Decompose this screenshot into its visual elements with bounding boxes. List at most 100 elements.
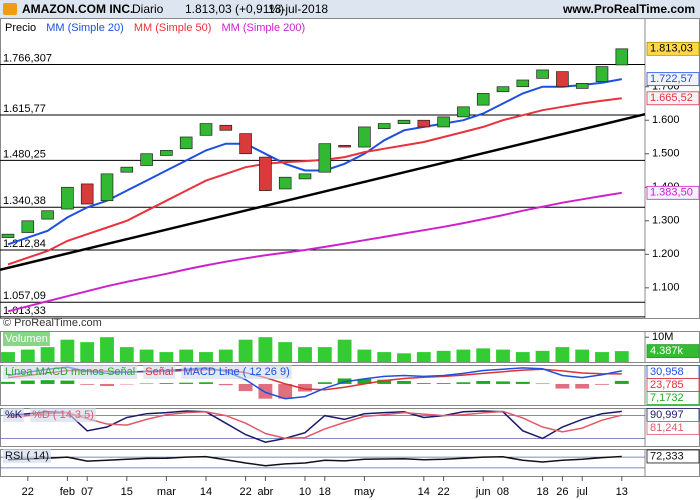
bar	[436, 383, 451, 384]
bar	[20, 380, 35, 384]
copyright: © ProRealTime.com	[3, 317, 102, 329]
bar	[40, 380, 55, 384]
bar	[298, 383, 312, 392]
value-box	[646, 344, 700, 359]
value-box-label: 1.383,50	[650, 187, 693, 199]
value-box	[646, 391, 700, 405]
panel-legend: MACD Line ( 12 26 9)	[183, 366, 289, 378]
candle	[160, 150, 173, 156]
candle	[41, 210, 54, 220]
bar	[60, 380, 75, 384]
value-box-label: 90,997	[650, 409, 684, 421]
candle	[61, 186, 74, 210]
panel-legend-bg	[143, 365, 176, 379]
panel-frame	[0, 18, 700, 319]
panel-legend-bg	[3, 365, 138, 379]
bar	[298, 347, 312, 362]
candle	[417, 119, 431, 128]
bar	[218, 383, 233, 386]
value-box-label: 4.387k	[650, 345, 684, 357]
panel-legend: RSI ( 14)	[5, 450, 49, 462]
value-box-label: 81,241	[650, 422, 684, 434]
candle	[239, 133, 252, 155]
bar	[139, 349, 154, 362]
x-tick-label: 22	[239, 486, 251, 498]
bar	[238, 339, 253, 362]
candle	[457, 106, 470, 118]
series-line	[7, 191, 622, 313]
candle	[219, 124, 233, 131]
x-tick-label: 15	[121, 486, 133, 498]
legend-item: MM (Simple 50)	[134, 22, 212, 34]
candle	[278, 176, 292, 190]
candle	[21, 220, 35, 233]
value-box-label: 23,785	[650, 379, 684, 391]
bar	[416, 352, 431, 362]
bar	[397, 353, 411, 362]
x-tick-label: jul	[576, 486, 588, 498]
site: www.ProRealTime.com	[562, 2, 695, 16]
bar	[476, 381, 491, 384]
panel-legend-bg	[181, 365, 292, 379]
bar	[20, 349, 35, 362]
value-box	[646, 449, 700, 464]
level-label: 1.013,33	[3, 305, 46, 317]
bar	[258, 383, 273, 399]
bar	[1, 381, 15, 384]
panel-title: Volumen	[5, 333, 48, 345]
bar	[100, 337, 114, 362]
bar	[278, 342, 293, 362]
bar	[535, 350, 550, 362]
x-tick-label: 13	[616, 486, 628, 498]
x-tick-label: 07	[81, 486, 93, 498]
bar	[218, 349, 233, 362]
bar	[80, 342, 95, 362]
candle	[259, 156, 272, 191]
bar	[317, 347, 332, 362]
header-bar	[0, 0, 700, 18]
x-tick-label: 14	[418, 486, 430, 498]
x-tick-label: feb	[60, 486, 75, 498]
candle	[120, 166, 134, 173]
bar	[436, 350, 451, 362]
candle	[80, 183, 94, 205]
value-box-label: 1.722,57	[650, 73, 693, 85]
bar	[496, 381, 510, 384]
panel-frame	[0, 449, 700, 477]
bar	[1, 352, 15, 362]
x-tick-label: 18	[536, 486, 548, 498]
panel-legend-bg	[3, 449, 52, 463]
candle	[595, 66, 609, 83]
x-tick-label: 26	[556, 486, 568, 498]
bar	[555, 383, 570, 389]
x-tick-label: 18	[319, 486, 331, 498]
value-box-label: 30,958	[650, 366, 684, 378]
bar	[515, 352, 530, 362]
bar	[595, 352, 609, 362]
x-tick-label: 22	[437, 486, 449, 498]
bar	[555, 347, 570, 362]
x-tick-label: mar	[157, 486, 176, 498]
panel-legend-bg	[30, 408, 96, 422]
value-box-label: 1.665,52	[650, 92, 693, 104]
value-box-label: 1.813,03	[650, 43, 693, 55]
series-line	[7, 78, 622, 246]
bar	[60, 339, 75, 362]
bar	[575, 383, 590, 389]
value-box	[646, 185, 700, 200]
bar	[119, 347, 134, 362]
series-line	[7, 455, 622, 467]
candle	[199, 123, 213, 136]
series-line	[7, 410, 622, 440]
bar	[515, 381, 530, 384]
value-box	[646, 421, 700, 435]
bar	[496, 349, 510, 362]
bar	[377, 352, 392, 362]
level-label: 1.615,77	[3, 103, 46, 115]
bar	[535, 383, 550, 385]
candle	[575, 83, 589, 89]
y-tick-label: 1.600	[652, 114, 680, 126]
candle	[318, 143, 332, 173]
candle	[377, 123, 391, 129]
bar	[456, 349, 471, 362]
